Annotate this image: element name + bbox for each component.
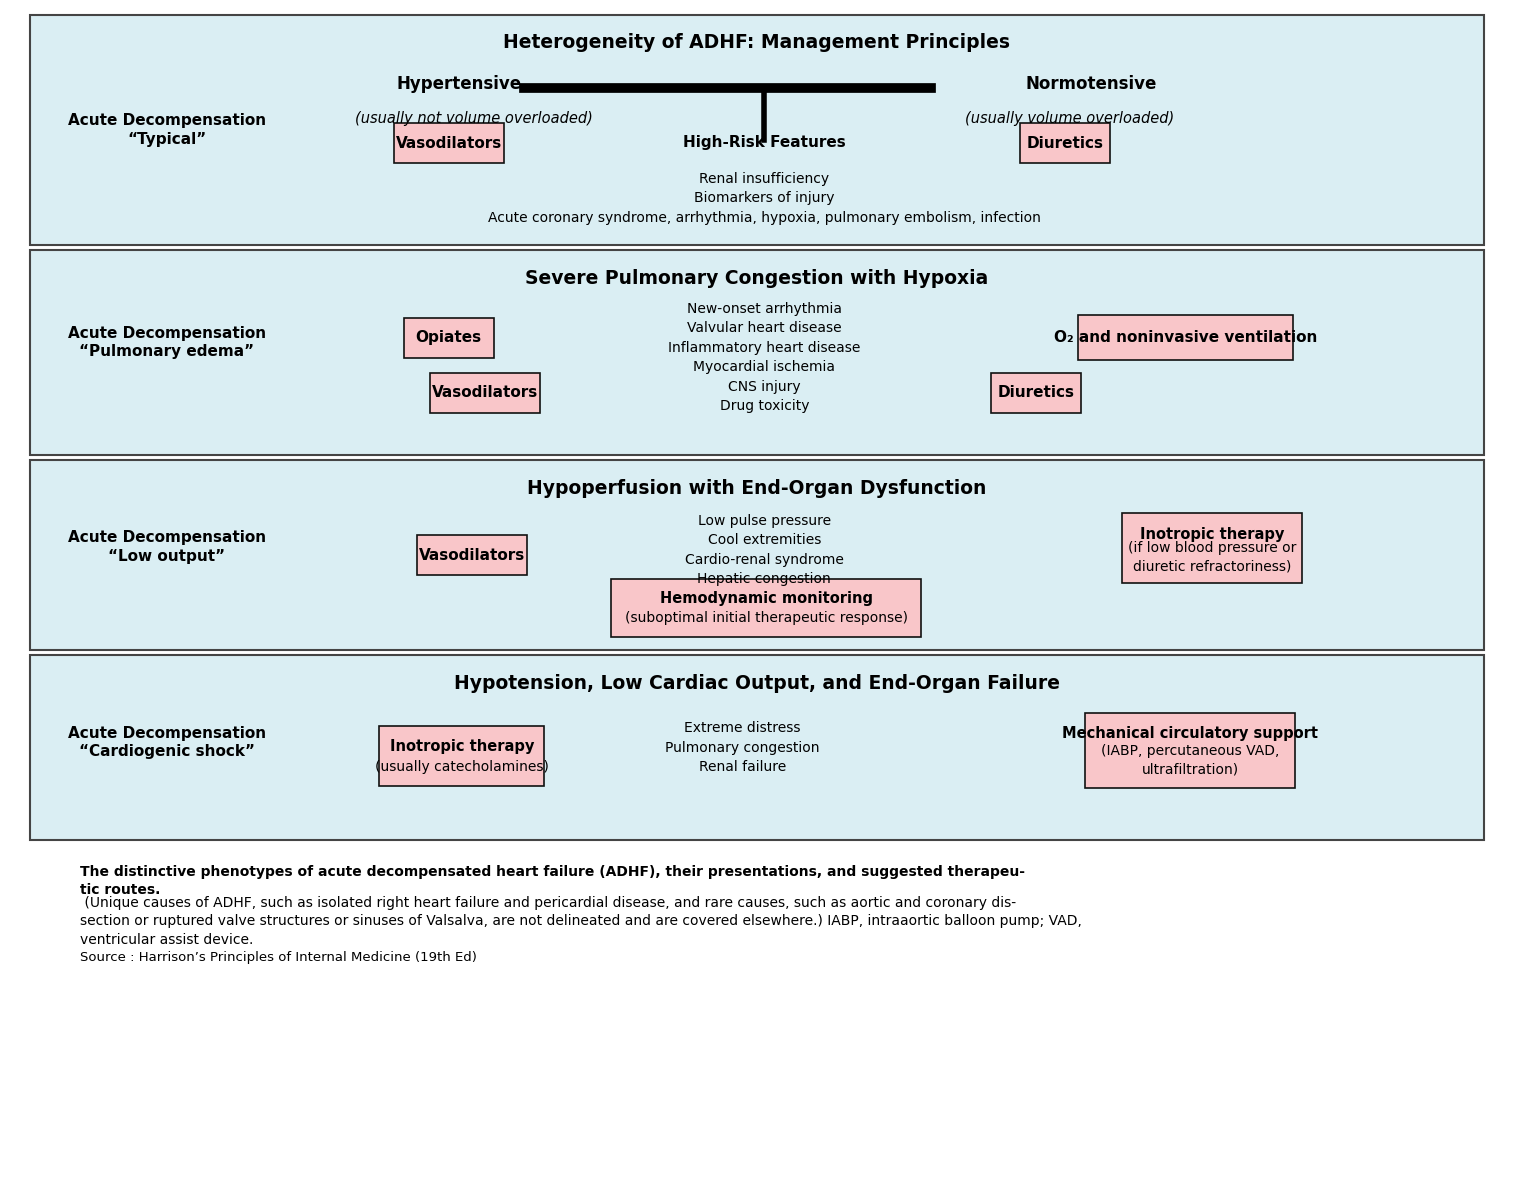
Text: Vasodilators: Vasodilators [419,548,525,563]
Text: Hypoperfusion with End-Organ Dysfunction: Hypoperfusion with End-Organ Dysfunction [527,478,987,497]
Text: Normotensive: Normotensive [1025,75,1157,93]
Text: (usually catecholamines): (usually catecholamines) [375,760,548,774]
Text: O₂ and noninvasive ventilation: O₂ and noninvasive ventilation [1054,330,1317,345]
Text: Diuretics: Diuretics [1026,135,1104,151]
Text: Renal insufficiency
Biomarkers of injury
Acute coronary syndrome, arrhythmia, hy: Renal insufficiency Biomarkers of injury… [488,172,1040,225]
FancyBboxPatch shape [30,655,1484,840]
FancyBboxPatch shape [380,726,545,786]
FancyBboxPatch shape [992,372,1081,412]
Text: Vasodilators: Vasodilators [431,385,537,401]
FancyBboxPatch shape [416,535,527,575]
Text: (usually volume overloaded): (usually volume overloaded) [964,111,1175,126]
Text: Diuretics: Diuretics [998,385,1075,401]
FancyBboxPatch shape [1122,512,1302,583]
Text: Hypotension, Low Cardiac Output, and End-Organ Failure: Hypotension, Low Cardiac Output, and End… [454,674,1060,693]
Text: Source : Harrison’s Principles of Internal Medicine (19th Ed): Source : Harrison’s Principles of Intern… [80,951,477,964]
FancyBboxPatch shape [1078,315,1293,360]
Text: Mechanical circulatory support: Mechanical circulatory support [1063,726,1319,741]
Text: New-onset arrhythmia
Valvular heart disease
Inflammatory heart disease
Myocardia: New-onset arrhythmia Valvular heart dise… [668,302,860,413]
FancyBboxPatch shape [394,123,504,163]
Text: Hypertensive: Hypertensive [397,75,521,93]
Text: High-Risk Features: High-Risk Features [683,135,846,151]
FancyBboxPatch shape [30,459,1484,650]
Text: Vasodilators: Vasodilators [395,135,501,151]
Text: Acute Decompensation
“Low output”: Acute Decompensation “Low output” [68,530,266,564]
Text: Inotropic therapy: Inotropic therapy [389,739,534,754]
Text: Low pulse pressure
Cool extremities
Cardio-renal syndrome
Hepatic congestion: Low pulse pressure Cool extremities Card… [684,514,843,587]
FancyBboxPatch shape [430,372,540,412]
Text: Acute Decompensation
“Cardiogenic shock”: Acute Decompensation “Cardiogenic shock” [68,726,266,760]
FancyBboxPatch shape [1020,123,1110,163]
Text: Hemodynamic monitoring: Hemodynamic monitoring [660,590,872,605]
Text: Inotropic therapy: Inotropic therapy [1140,527,1284,542]
Text: (suboptimal initial therapeutic response): (suboptimal initial therapeutic response… [625,611,908,626]
Text: Acute Decompensation
“Pulmonary edema”: Acute Decompensation “Pulmonary edema” [68,325,266,359]
Text: (if low blood pressure or
diuretic refractoriness): (if low blood pressure or diuretic refra… [1128,541,1296,574]
Text: (IABP, percutaneous VAD,
ultrafiltration): (IABP, percutaneous VAD, ultrafiltration… [1101,744,1279,776]
Text: Heterogeneity of ADHF: Management Principles: Heterogeneity of ADHF: Management Princi… [504,33,1010,52]
FancyBboxPatch shape [1086,713,1296,788]
FancyBboxPatch shape [30,250,1484,455]
Text: (Unique causes of ADHF, such as isolated right heart failure and pericardial dis: (Unique causes of ADHF, such as isolated… [80,896,1083,947]
Text: Severe Pulmonary Congestion with Hypoxia: Severe Pulmonary Congestion with Hypoxia [525,269,989,287]
Text: The distinctive phenotypes of acute decompensated heart failure (ADHF), their pr: The distinctive phenotypes of acute deco… [80,865,1025,898]
FancyBboxPatch shape [30,15,1484,245]
Text: Extreme distress
Pulmonary congestion
Renal failure: Extreme distress Pulmonary congestion Re… [665,721,819,774]
Text: (usually not volume overloaded): (usually not volume overloaded) [354,111,592,126]
Text: Opiates: Opiates [416,330,481,345]
Text: Acute Decompensation
“Typical”: Acute Decompensation “Typical” [68,113,266,147]
FancyBboxPatch shape [404,318,494,357]
FancyBboxPatch shape [612,580,922,637]
